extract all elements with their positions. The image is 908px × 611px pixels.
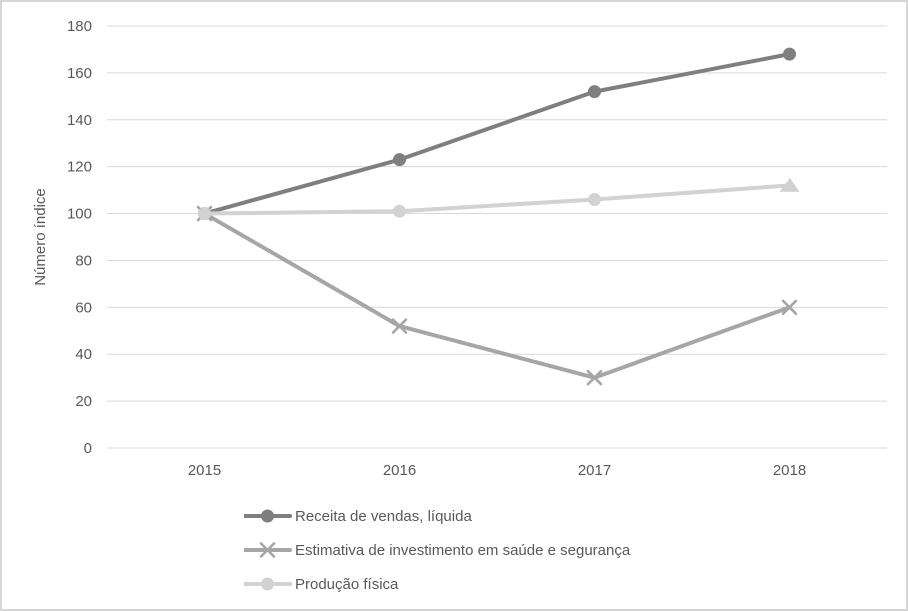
legend-label: Produção física: [295, 575, 399, 593]
series-2-line: [202, 183, 792, 216]
series-1-marker-2016: [391, 318, 408, 334]
series-0-marker-2017: [588, 85, 601, 99]
y-tick-label-100: 100: [67, 206, 92, 223]
y-tick-label-180: 180: [67, 18, 92, 35]
x-tick-label-2018: 2018: [773, 462, 806, 479]
series-2-marker-2018: [779, 177, 800, 192]
legend-line-circle-marker-icon: [244, 577, 292, 591]
series-1-line: [202, 211, 792, 380]
series-0-line: [202, 52, 792, 216]
x-tick-label-2017: 2017: [578, 462, 611, 479]
y-tick-label-80: 80: [75, 252, 92, 269]
series-2-marker-2015: [198, 207, 211, 221]
series-0: [198, 47, 796, 221]
legend-line-x-marker-icon: [244, 542, 292, 558]
y-tick-label-140: 140: [67, 112, 92, 129]
legend-sample-marker: [261, 509, 274, 523]
series-2-marker-2017: [588, 192, 601, 206]
x-tick-label-2015: 2015: [188, 462, 221, 479]
legend-label: Estimativa de investimento em saúde e se…: [295, 541, 631, 559]
y-tick-label-0: 0: [84, 440, 92, 457]
chart-legend: Receita de vendas, líquida Estimativa de…: [244, 499, 630, 601]
y-tick-label-60: 60: [75, 299, 92, 316]
legend-item-estimativa: Estimativa de investimento em saúde e se…: [244, 533, 630, 567]
series-1-marker-2017: [586, 369, 603, 386]
legend-sample-marker: [261, 577, 274, 591]
series-1: [196, 205, 798, 386]
y-tick-label-40: 40: [75, 346, 92, 363]
series-0-marker-2018: [783, 47, 796, 61]
y-tick-label-160: 160: [67, 65, 92, 82]
legend-sample-marker: [259, 542, 276, 558]
y-tick-label-120: 120: [67, 159, 92, 176]
legend-line-circle-marker-icon: [244, 509, 292, 523]
legend-label: Receita de vendas, líquida: [295, 507, 472, 525]
legend-item-producao: Produção física: [244, 567, 630, 601]
x-tick-label-2016: 2016: [383, 462, 416, 479]
legend-item-receita: Receita de vendas, líquida: [244, 499, 630, 533]
y-axis-title: Número índice: [32, 188, 49, 286]
series-0-marker-2016: [393, 153, 406, 167]
series-2: [198, 177, 800, 221]
series-2-marker-2016: [393, 204, 406, 218]
series-1-marker-2018: [781, 299, 798, 316]
y-tick-label-20: 20: [75, 393, 92, 410]
